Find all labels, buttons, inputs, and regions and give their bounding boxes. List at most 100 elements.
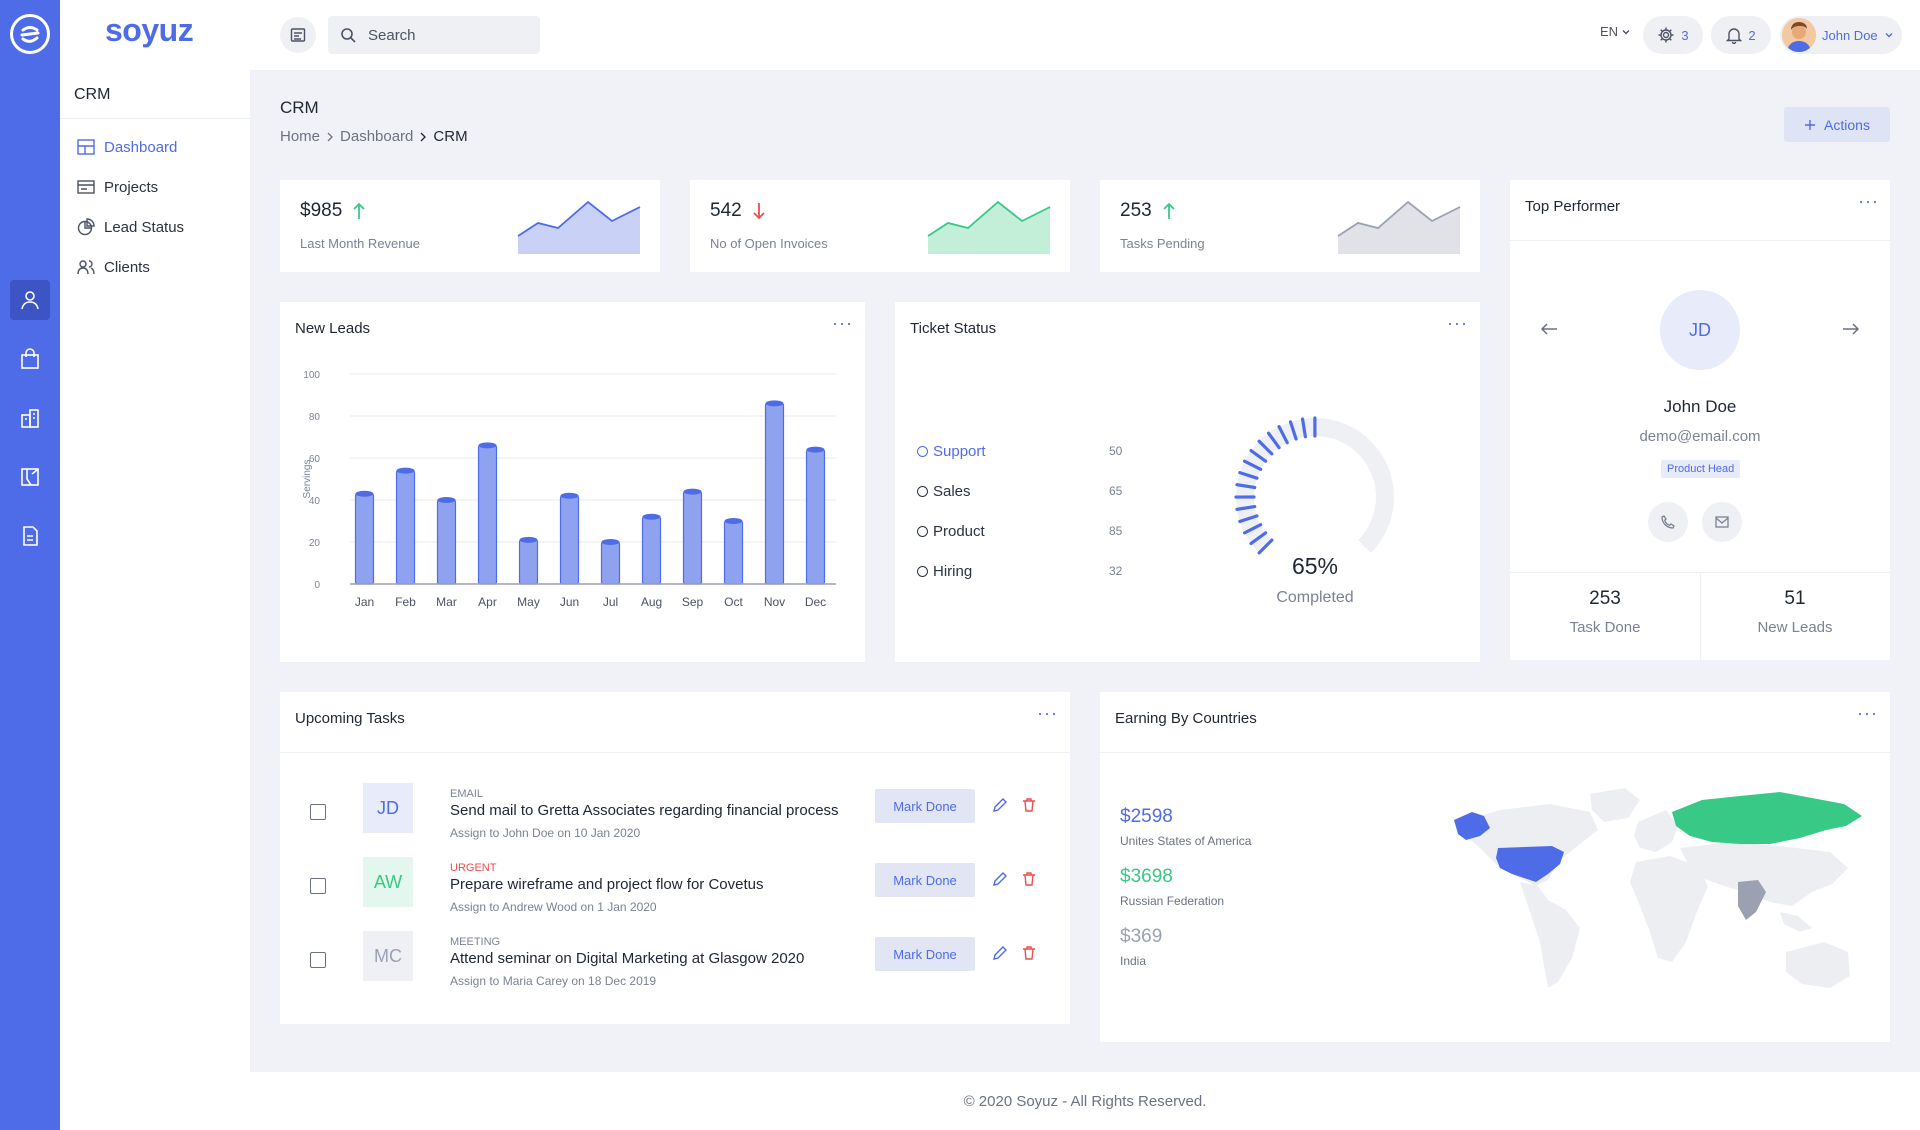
bar-cap [560, 492, 579, 499]
trash-icon[interactable] [1021, 945, 1037, 961]
more-icon[interactable]: ··· [1857, 703, 1878, 723]
avatar [1782, 18, 1816, 52]
chevron-right-icon [327, 132, 333, 141]
gauge-tick [1238, 514, 1259, 524]
y-tick-label: 40 [309, 496, 321, 507]
bar-sep [682, 491, 703, 585]
sidebar: soyuz CRM Dashboard Projects Lead Status… [60, 0, 250, 1130]
role-badge: Product Head [1661, 460, 1741, 478]
map-india [1738, 880, 1766, 920]
earning-country: India [1120, 954, 1147, 968]
sidebar-item-projects[interactable]: Projects [76, 174, 158, 200]
edit-icon[interactable] [992, 871, 1008, 887]
notifications-button[interactable]: 2 [1711, 16, 1771, 54]
task-title[interactable]: Send mail to Gretta Associates regarding… [450, 802, 839, 819]
sidebar-item-dashboard[interactable]: Dashboard [76, 134, 177, 160]
arrow-right-icon[interactable] [1842, 322, 1860, 336]
chevron-down-icon [1622, 29, 1630, 34]
task-title[interactable]: Attend seminar on Digital Marketing at G… [450, 950, 805, 967]
building-icon[interactable] [10, 398, 50, 438]
sidebar-item-lead-status[interactable]: Lead Status [76, 214, 184, 240]
task-avatar: MC [363, 931, 413, 981]
email-button[interactable] [1702, 502, 1742, 542]
stat-card-revenue: $985 Last Month Revenue [280, 180, 660, 272]
upcoming-tasks-card: Upcoming Tasks ··· JD Email Send mail to… [280, 692, 1070, 1024]
map-greenland [1590, 788, 1640, 822]
mark-done-button[interactable]: Mark Done [875, 863, 975, 897]
ticket-item-support[interactable]: Support [917, 441, 986, 461]
bag-icon[interactable] [10, 339, 50, 379]
design-icon[interactable] [10, 457, 50, 497]
user-icon[interactable] [10, 280, 50, 320]
sparkline-chart [517, 200, 641, 254]
task-checkbox[interactable] [310, 952, 326, 968]
language-selector[interactable]: EN [1600, 24, 1631, 39]
sidebar-divider [60, 118, 250, 119]
x-tick-label: Sep [682, 595, 704, 609]
ticket-item-hiring[interactable]: Hiring [917, 561, 972, 581]
more-icon[interactable]: ··· [1858, 191, 1879, 211]
search-input[interactable] [368, 26, 518, 44]
x-tick-label: Mar [436, 595, 457, 609]
x-tick-label: Jan [355, 595, 374, 609]
map-usa [1496, 846, 1564, 882]
radio-icon [917, 565, 928, 577]
actions-button[interactable]: Actions [1784, 107, 1890, 142]
sparkline-chart [1337, 200, 1461, 254]
sidebar-section-title: CRM [74, 86, 111, 103]
radio-icon [917, 525, 928, 537]
clients-icon [76, 257, 96, 277]
more-icon[interactable]: ··· [1037, 703, 1058, 723]
document-icon[interactable] [10, 516, 50, 556]
chevron-down-icon [1885, 33, 1893, 38]
sparkline-chart [927, 200, 1051, 254]
stat-number: $985 [300, 200, 343, 221]
sidebar-item-clients[interactable]: Clients [76, 254, 150, 280]
arrow-left-icon[interactable] [1540, 322, 1558, 336]
logo-icon[interactable] [10, 14, 50, 54]
trash-icon[interactable] [1021, 797, 1037, 813]
task-checkbox[interactable] [310, 878, 326, 894]
page-title: CRM [280, 98, 319, 117]
mark-done-button[interactable]: Mark Done [875, 937, 975, 971]
top-performer-card: Top Performer ··· JD John Doe demo@email… [1510, 180, 1890, 660]
ticket-item-sales[interactable]: Sales [917, 481, 971, 501]
settings-button[interactable]: 3 [1643, 16, 1703, 54]
search-box [328, 16, 540, 54]
user-menu[interactable]: John Doe [1780, 16, 1902, 54]
ticket-item-product[interactable]: Product [917, 521, 985, 541]
gear-icon [1658, 27, 1674, 43]
footer: © 2020 Soyuz - All Rights Reserved. [250, 1072, 1920, 1130]
task-checkbox[interactable] [310, 804, 326, 820]
pie-icon [76, 217, 96, 237]
ticket-status-card: Ticket Status ··· Support 50 Sales 65 Pr… [895, 302, 1480, 662]
more-icon[interactable]: ··· [832, 313, 853, 333]
trash-icon[interactable] [1021, 871, 1037, 887]
actions-label: Actions [1824, 116, 1870, 133]
edit-icon[interactable] [992, 797, 1008, 813]
task-assignee: Assign to John Doe on 10 Jan 2020 [450, 826, 641, 840]
edit-icon[interactable] [992, 945, 1008, 961]
task-row: AW Urgent Prepare wireframe and project … [280, 852, 1070, 926]
more-icon[interactable]: ··· [1447, 313, 1468, 333]
y-tick-label: 80 [309, 412, 321, 423]
ticket-value: 50 [1109, 444, 1123, 458]
y-axis-label: Servings [302, 460, 313, 499]
ticket-label: Sales [933, 482, 971, 500]
call-button[interactable] [1648, 502, 1688, 542]
bar-may [518, 539, 539, 585]
breadcrumb-dashboard[interactable]: Dashboard [340, 128, 414, 145]
menu-toggle-button[interactable] [280, 17, 316, 53]
task-title[interactable]: Prepare wireframe and project flow for C… [450, 876, 764, 893]
brand-logo[interactable]: soyuz [105, 12, 194, 48]
mark-done-button[interactable]: Mark Done [875, 789, 975, 823]
divider [280, 752, 1070, 753]
card-title: Upcoming Tasks [295, 710, 405, 727]
arrow-up-icon [353, 202, 365, 219]
bar-nov [764, 402, 785, 585]
projects-icon [76, 177, 96, 197]
y-tick-label: 0 [314, 580, 320, 591]
user-name: John Doe [1822, 27, 1878, 43]
map-north-america [1460, 804, 1598, 886]
breadcrumb-home[interactable]: Home [280, 128, 321, 145]
